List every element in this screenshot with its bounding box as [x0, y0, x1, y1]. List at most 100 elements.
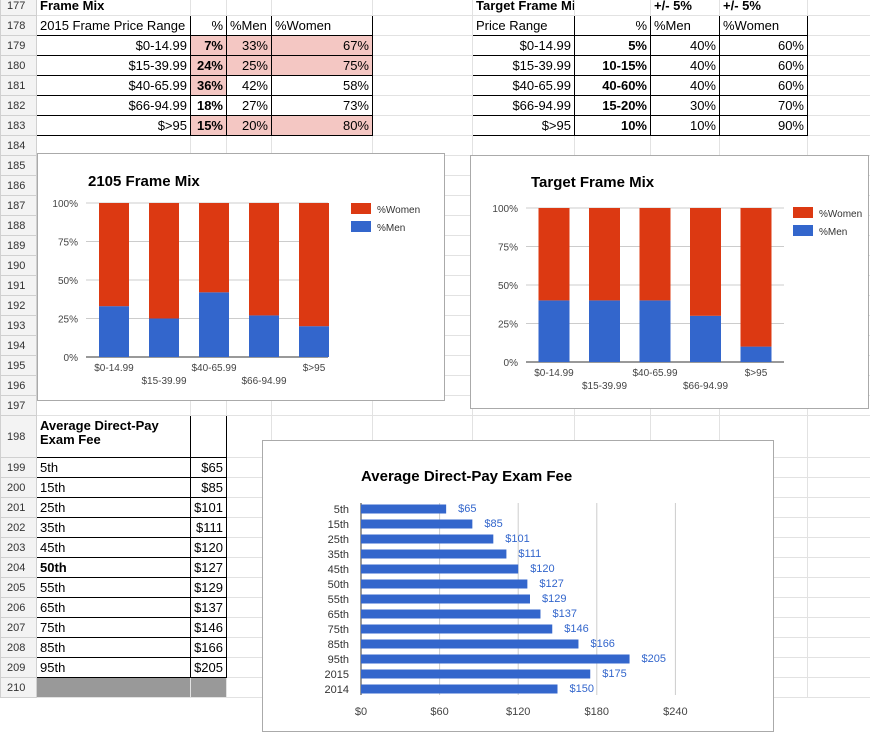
row-header[interactable]: 208: [1, 638, 37, 658]
exam-fee-percentile[interactable]: 15th: [37, 478, 191, 498]
gray-cell[interactable]: [37, 678, 191, 698]
exam-fee-header[interactable]: Average Direct-Pay Exam Fee: [37, 416, 191, 458]
exam-fee-percentile[interactable]: 45th: [37, 538, 191, 558]
exam-fee-percentile[interactable]: 25th: [37, 498, 191, 518]
cell[interactable]: [473, 136, 575, 156]
cell[interactable]: [575, 0, 651, 16]
frame-mix-cell[interactable]: 73%: [272, 96, 373, 116]
frame-mix-header[interactable]: 2015 Frame Price Range: [37, 16, 191, 36]
tolerance-men[interactable]: +/- 5%: [651, 0, 720, 16]
exam-fee-header-blank[interactable]: [191, 416, 227, 458]
exam-fee-percentile[interactable]: 85th: [37, 638, 191, 658]
frame-mix-cell[interactable]: 67%: [272, 36, 373, 56]
row-header[interactable]: 200: [1, 478, 37, 498]
row-header[interactable]: 192: [1, 296, 37, 316]
row-header[interactable]: 188: [1, 216, 37, 236]
target-mix-header[interactable]: %Women: [720, 16, 808, 36]
frame-mix-header[interactable]: %: [191, 16, 227, 36]
target-mix-cell[interactable]: 40%: [651, 76, 720, 96]
cell[interactable]: [191, 0, 227, 16]
cell[interactable]: [575, 136, 651, 156]
row-header[interactable]: 193: [1, 316, 37, 336]
cell[interactable]: [808, 56, 870, 76]
row-header[interactable]: 187: [1, 196, 37, 216]
row-header[interactable]: 184: [1, 136, 37, 156]
frame-mix-cell[interactable]: 18%: [191, 96, 227, 116]
target-mix-title[interactable]: Target Frame Mix: [473, 0, 575, 16]
cell[interactable]: [373, 76, 473, 96]
frame-mix-header[interactable]: %Men: [227, 16, 272, 36]
cell[interactable]: [808, 538, 870, 558]
row-header[interactable]: 186: [1, 176, 37, 196]
row-header[interactable]: 207: [1, 618, 37, 638]
exam-fee-value[interactable]: $146: [191, 618, 227, 638]
exam-fee-value[interactable]: $111: [191, 518, 227, 538]
frame-mix-cell[interactable]: 15%: [191, 116, 227, 136]
frame-mix-cell[interactable]: 42%: [227, 76, 272, 96]
cell[interactable]: [808, 518, 870, 538]
cell[interactable]: [808, 638, 870, 658]
cell[interactable]: [808, 658, 870, 678]
target-mix-cell[interactable]: $40-65.99: [473, 76, 575, 96]
target-mix-cell[interactable]: 40-60%: [575, 76, 651, 96]
row-header[interactable]: 204: [1, 558, 37, 578]
frame-mix-header[interactable]: %Women: [272, 16, 373, 36]
cell[interactable]: [373, 0, 473, 16]
row-header[interactable]: 179: [1, 36, 37, 56]
frame-mix-cell[interactable]: $0-14.99: [37, 36, 191, 56]
row-header[interactable]: 191: [1, 276, 37, 296]
target-mix-cell[interactable]: 40%: [651, 56, 720, 76]
target-mix-cell[interactable]: 10%: [575, 116, 651, 136]
row-header[interactable]: 205: [1, 578, 37, 598]
exam-fee-percentile[interactable]: 95th: [37, 658, 191, 678]
frame-mix-cell[interactable]: $40-65.99: [37, 76, 191, 96]
cell[interactable]: [808, 96, 870, 116]
frame-mix-cell[interactable]: 27%: [227, 96, 272, 116]
row-header[interactable]: 196: [1, 376, 37, 396]
chart-exam-fee[interactable]: Average Direct-Pay Exam Fee$0$60$120$180…: [262, 440, 774, 732]
row-header[interactable]: 185: [1, 156, 37, 176]
target-mix-cell[interactable]: 60%: [720, 56, 808, 76]
exam-fee-value[interactable]: $127: [191, 558, 227, 578]
target-mix-cell[interactable]: 15-20%: [575, 96, 651, 116]
cell[interactable]: [720, 136, 808, 156]
target-mix-header[interactable]: Price Range: [473, 16, 575, 36]
row-header[interactable]: 194: [1, 336, 37, 356]
row-header[interactable]: 209: [1, 658, 37, 678]
cell[interactable]: [373, 96, 473, 116]
row-header[interactable]: 178: [1, 16, 37, 36]
row-header[interactable]: 183: [1, 116, 37, 136]
target-mix-cell[interactable]: 10-15%: [575, 56, 651, 76]
cell[interactable]: [808, 558, 870, 578]
row-header[interactable]: 182: [1, 96, 37, 116]
row-header[interactable]: 189: [1, 236, 37, 256]
target-mix-cell[interactable]: 60%: [720, 76, 808, 96]
target-mix-cell[interactable]: 10%: [651, 116, 720, 136]
frame-mix-cell[interactable]: $66-94.99: [37, 96, 191, 116]
frame-mix-cell[interactable]: 75%: [272, 56, 373, 76]
exam-fee-value[interactable]: $166: [191, 638, 227, 658]
cell[interactable]: [272, 0, 373, 16]
frame-mix-cell[interactable]: 80%: [272, 116, 373, 136]
cell[interactable]: [808, 116, 870, 136]
frame-mix-cell[interactable]: 58%: [272, 76, 373, 96]
exam-fee-value[interactable]: $101: [191, 498, 227, 518]
exam-fee-value[interactable]: $85: [191, 478, 227, 498]
cell[interactable]: [808, 36, 870, 56]
target-mix-header[interactable]: %Men: [651, 16, 720, 36]
row-header[interactable]: 181: [1, 76, 37, 96]
cell[interactable]: [808, 678, 870, 698]
cell[interactable]: [808, 0, 870, 16]
cell[interactable]: [808, 478, 870, 498]
cell[interactable]: [808, 16, 870, 36]
cell[interactable]: [808, 136, 870, 156]
cell[interactable]: [808, 578, 870, 598]
frame-mix-title[interactable]: Frame Mix: [37, 0, 191, 16]
target-mix-cell[interactable]: 30%: [651, 96, 720, 116]
frame-mix-cell[interactable]: 7%: [191, 36, 227, 56]
row-header[interactable]: 195: [1, 356, 37, 376]
frame-mix-cell[interactable]: $15-39.99: [37, 56, 191, 76]
exam-fee-percentile[interactable]: 50th: [37, 558, 191, 578]
